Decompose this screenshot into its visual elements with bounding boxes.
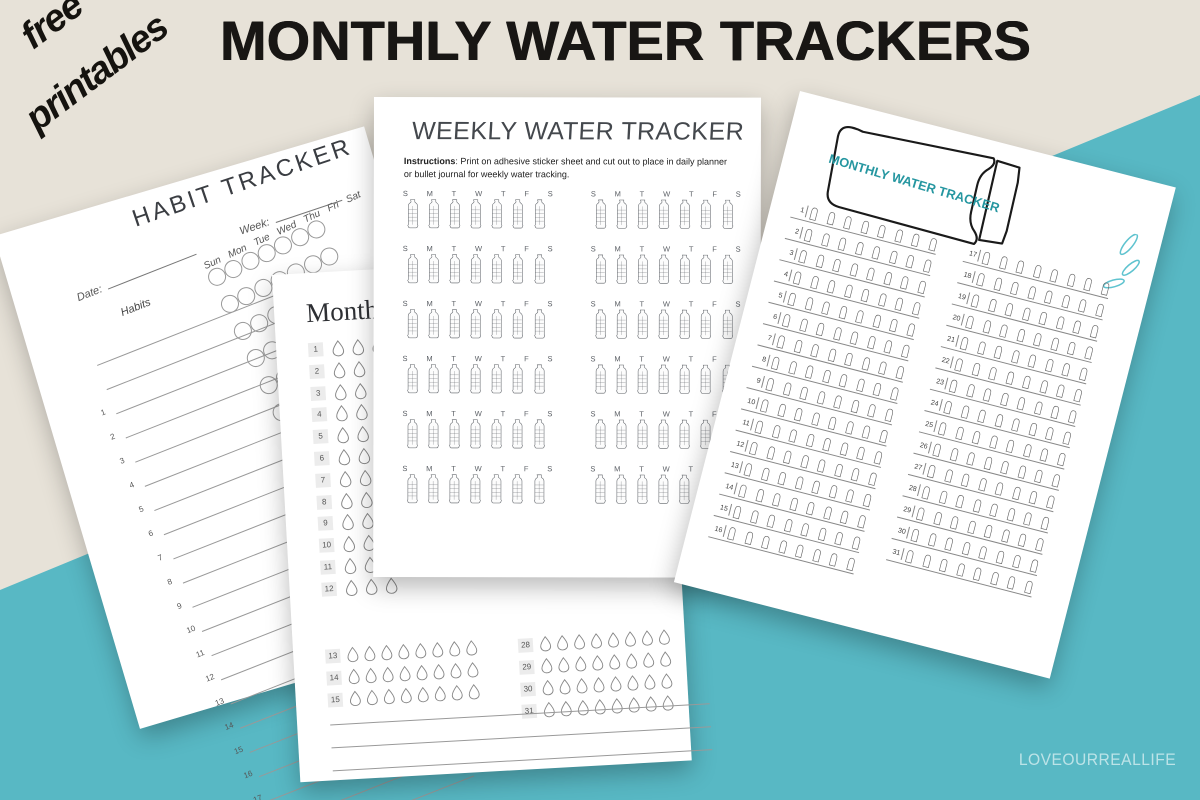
svg-text:free: free [13, 0, 91, 57]
